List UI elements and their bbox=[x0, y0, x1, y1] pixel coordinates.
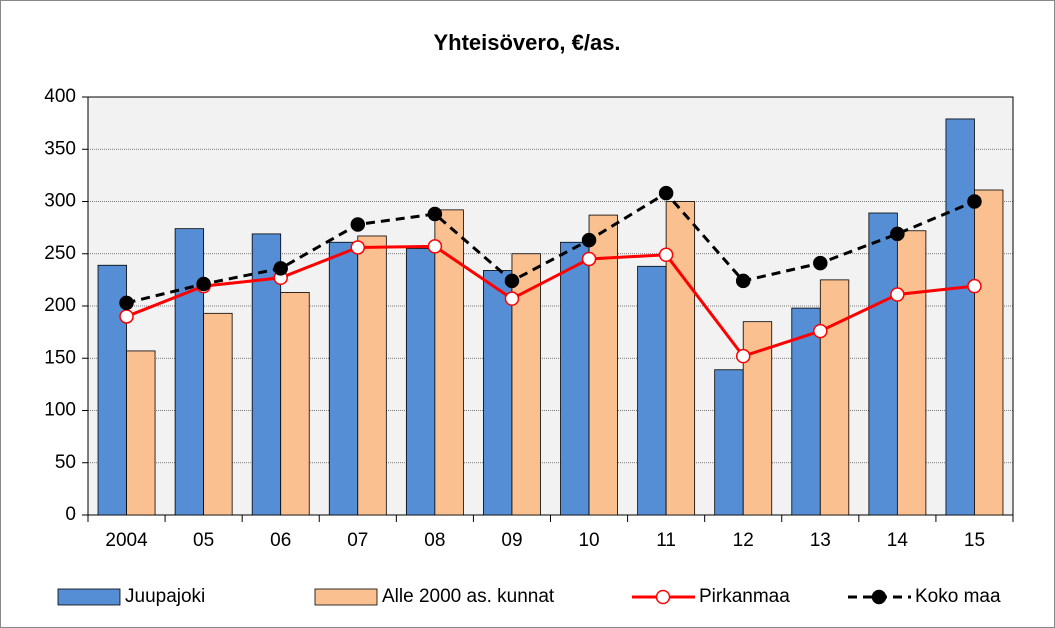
bar bbox=[714, 369, 744, 516]
legend-label: Juupajoki bbox=[125, 586, 205, 607]
x-tick-label: 09 bbox=[501, 530, 522, 551]
bar bbox=[868, 212, 898, 516]
x-tick-label: 14 bbox=[887, 530, 909, 551]
legend-swatch bbox=[314, 588, 378, 606]
legend-marker bbox=[871, 589, 887, 605]
bar bbox=[791, 307, 821, 516]
marker bbox=[504, 291, 520, 306]
x-tick-label: 2004 bbox=[105, 530, 148, 551]
y-tick-label: 150 bbox=[44, 347, 76, 368]
bar bbox=[328, 241, 359, 516]
marker bbox=[581, 251, 597, 267]
marker bbox=[813, 323, 828, 339]
marker bbox=[890, 287, 905, 302]
bar bbox=[974, 189, 1004, 516]
y-tick-label: 100 bbox=[44, 400, 76, 421]
marker bbox=[427, 239, 443, 254]
bar bbox=[174, 228, 205, 516]
y-tick-label: 400 bbox=[44, 86, 76, 107]
bar bbox=[280, 292, 310, 516]
bar bbox=[203, 312, 233, 516]
line bbox=[126, 191, 976, 305]
x-tick-label: 06 bbox=[270, 530, 291, 551]
bar bbox=[896, 230, 927, 516]
y-tick-label: 50 bbox=[55, 452, 76, 473]
marker bbox=[350, 217, 366, 232]
marker bbox=[504, 273, 520, 289]
x-tick-label: 15 bbox=[964, 530, 985, 551]
legend-marker bbox=[655, 589, 671, 605]
bar bbox=[405, 248, 436, 516]
marker bbox=[427, 206, 443, 222]
y-tick-label: 250 bbox=[44, 243, 76, 264]
marker bbox=[196, 276, 211, 292]
y-tick-label: 200 bbox=[44, 295, 76, 316]
bar bbox=[945, 118, 975, 516]
plot-border bbox=[87, 96, 1014, 516]
marker bbox=[658, 247, 674, 263]
bar bbox=[588, 214, 618, 516]
x-tick-label: 10 bbox=[578, 530, 599, 551]
legend-label: Alle 2000 as. kunnat bbox=[382, 586, 555, 607]
marker bbox=[967, 278, 982, 294]
marker bbox=[581, 232, 597, 248]
marker bbox=[735, 348, 751, 364]
x-tick-label: 13 bbox=[810, 530, 831, 551]
y-tick-label: 300 bbox=[44, 191, 76, 212]
marker bbox=[967, 194, 982, 209]
marker bbox=[890, 226, 905, 242]
legend-swatch bbox=[57, 588, 121, 606]
legend-label: Koko maa bbox=[915, 586, 1001, 607]
x-tick-label: 12 bbox=[733, 530, 754, 551]
x-tick-label: 11 bbox=[656, 530, 676, 551]
marker bbox=[350, 240, 366, 255]
bar bbox=[357, 235, 387, 516]
marker bbox=[813, 255, 828, 271]
marker bbox=[119, 295, 134, 311]
marker bbox=[658, 185, 674, 201]
y-tick-label: 0 bbox=[65, 504, 76, 525]
marker bbox=[119, 309, 134, 324]
bar bbox=[637, 265, 667, 516]
bar bbox=[560, 241, 590, 516]
x-tick-label: 08 bbox=[424, 530, 445, 551]
chart-title: Yhteisövero, €/as. bbox=[433, 30, 620, 55]
y-tick-label: 350 bbox=[44, 138, 76, 159]
bar bbox=[665, 201, 696, 516]
marker bbox=[735, 273, 751, 289]
marker bbox=[273, 261, 288, 276]
bar bbox=[126, 350, 156, 516]
bar bbox=[434, 209, 464, 516]
legend-label: Pirkanmaa bbox=[699, 586, 790, 607]
bar bbox=[483, 270, 513, 516]
line bbox=[125, 244, 975, 358]
bar bbox=[819, 279, 850, 516]
x-tick-label: 07 bbox=[347, 530, 368, 551]
x-tick-label: 05 bbox=[193, 530, 214, 551]
